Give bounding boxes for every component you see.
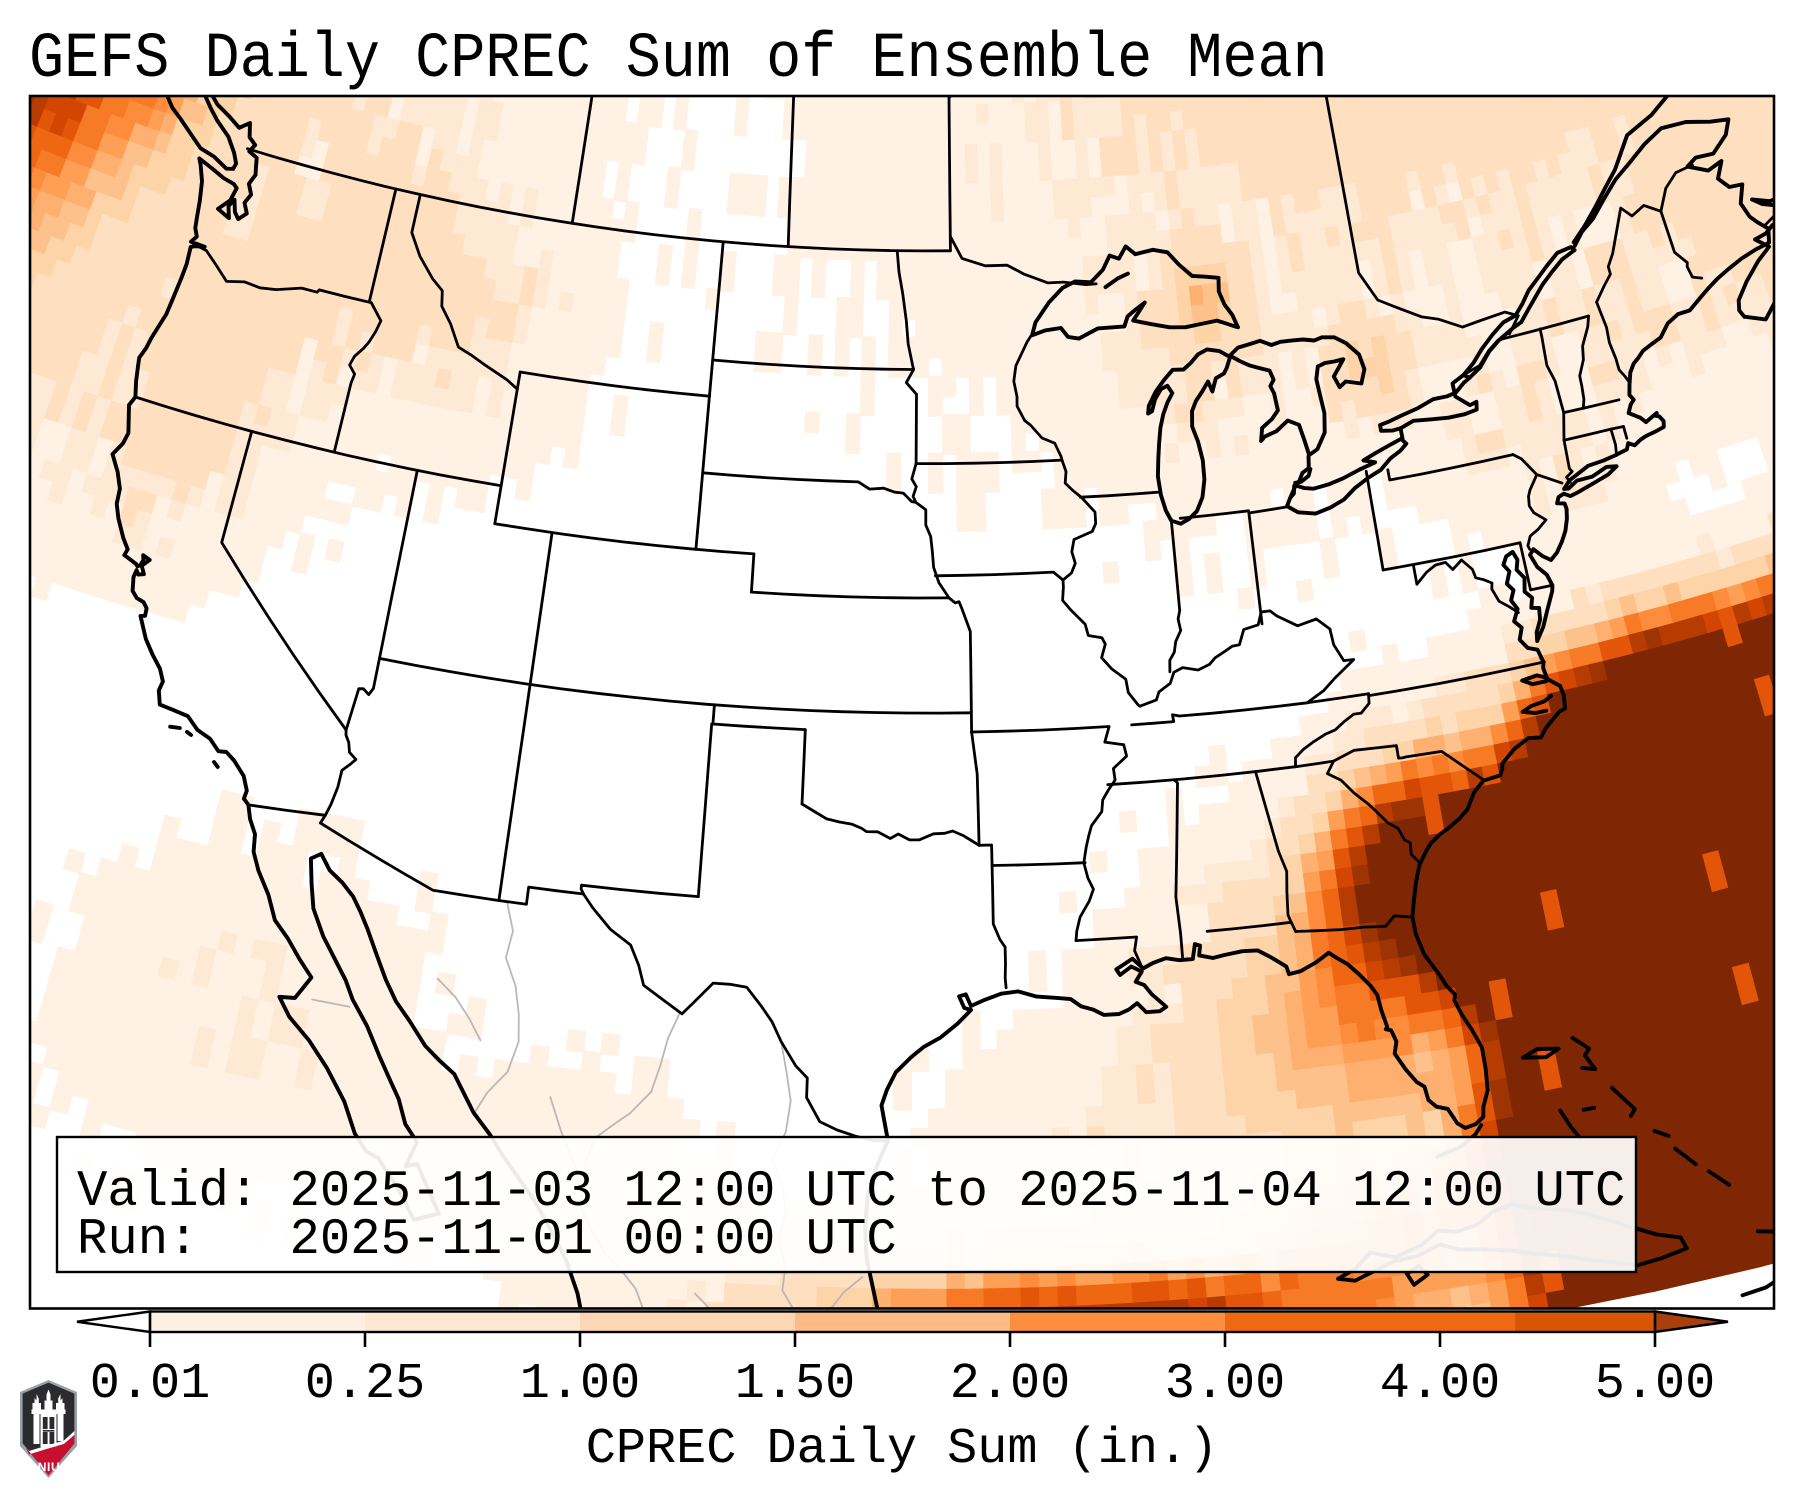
svg-text:Valid: 2025-11-03 12:00 UTC to: Valid: 2025-11-03 12:00 UTC to 2025-11-0… xyxy=(77,1164,1625,1221)
svg-text:4.00: 4.00 xyxy=(1380,1356,1500,1413)
svg-text:5.00: 5.00 xyxy=(1595,1356,1715,1413)
svg-text:1.50: 1.50 xyxy=(735,1356,855,1413)
svg-text:Run: 2025-11-01 00:00 UTC: Run: 2025-11-01 00:00 UTC xyxy=(77,1212,897,1269)
svg-text:3.00: 3.00 xyxy=(1165,1356,1285,1413)
svg-text:0.25: 0.25 xyxy=(305,1356,425,1413)
svg-text:0.01: 0.01 xyxy=(90,1356,210,1413)
svg-text:CPREC Daily Sum (in.): CPREC Daily Sum (in.) xyxy=(586,1421,1218,1478)
svg-text:NIU: NIU xyxy=(38,1460,60,1474)
svg-text:GEFS Daily CPREC Sum of Ensemb: GEFS Daily CPREC Sum of Ensemble Mean xyxy=(29,24,1328,96)
svg-text:2.00: 2.00 xyxy=(950,1356,1070,1413)
svg-text:1.00: 1.00 xyxy=(520,1356,640,1413)
